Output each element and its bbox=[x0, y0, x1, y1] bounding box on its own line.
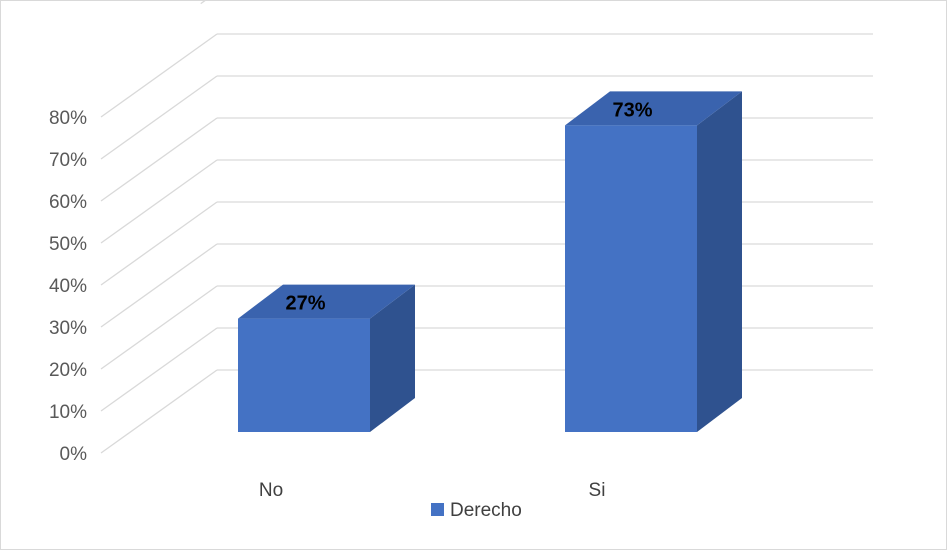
gridline-side bbox=[100, 117, 218, 202]
y-tick-label: 0% bbox=[60, 444, 88, 465]
gridline-side bbox=[100, 327, 218, 412]
y-axis-ticks: 0% 10% 20% 30% 40% 50% 60% 70% 80% bbox=[49, 108, 87, 465]
x-axis-categories: No Si bbox=[259, 480, 606, 501]
x-category-label: No bbox=[259, 480, 283, 501]
legend-label: Derecho bbox=[450, 500, 522, 521]
bars: 27% 73% bbox=[238, 91, 742, 433]
gridline-side bbox=[100, 285, 218, 370]
gridline-side bbox=[200, 1, 206, 5]
bar-top bbox=[565, 91, 742, 126]
legend: Derecho bbox=[431, 500, 522, 521]
bar-side bbox=[697, 91, 742, 433]
bar-side bbox=[370, 284, 415, 432]
gridline-side bbox=[100, 369, 218, 454]
data-label: 73% bbox=[612, 99, 652, 121]
legend-swatch bbox=[431, 503, 444, 516]
bar-top bbox=[238, 284, 415, 319]
y-tick-label: 20% bbox=[49, 360, 87, 381]
gridline-side bbox=[100, 201, 218, 286]
data-label: 27% bbox=[285, 293, 325, 315]
y-tick-label: 40% bbox=[49, 276, 87, 297]
bar-front bbox=[565, 125, 697, 433]
y-tick-label: 10% bbox=[49, 402, 87, 423]
y-tick-label: 50% bbox=[49, 234, 87, 255]
y-tick-label: 30% bbox=[49, 318, 87, 339]
bar-no: 27% bbox=[238, 284, 415, 432]
bar-front bbox=[238, 318, 370, 432]
x-category-label: Si bbox=[589, 480, 606, 501]
y-tick-label: 80% bbox=[49, 108, 87, 129]
y-tick-label: 70% bbox=[49, 150, 87, 171]
bar-si: 73% bbox=[565, 91, 742, 433]
gridline-side bbox=[100, 243, 218, 328]
y-tick-label: 60% bbox=[49, 192, 87, 213]
gridline-side bbox=[100, 159, 218, 244]
gridlines bbox=[100, 1, 873, 454]
gridline-side bbox=[100, 75, 218, 160]
gridline-side bbox=[100, 33, 218, 118]
